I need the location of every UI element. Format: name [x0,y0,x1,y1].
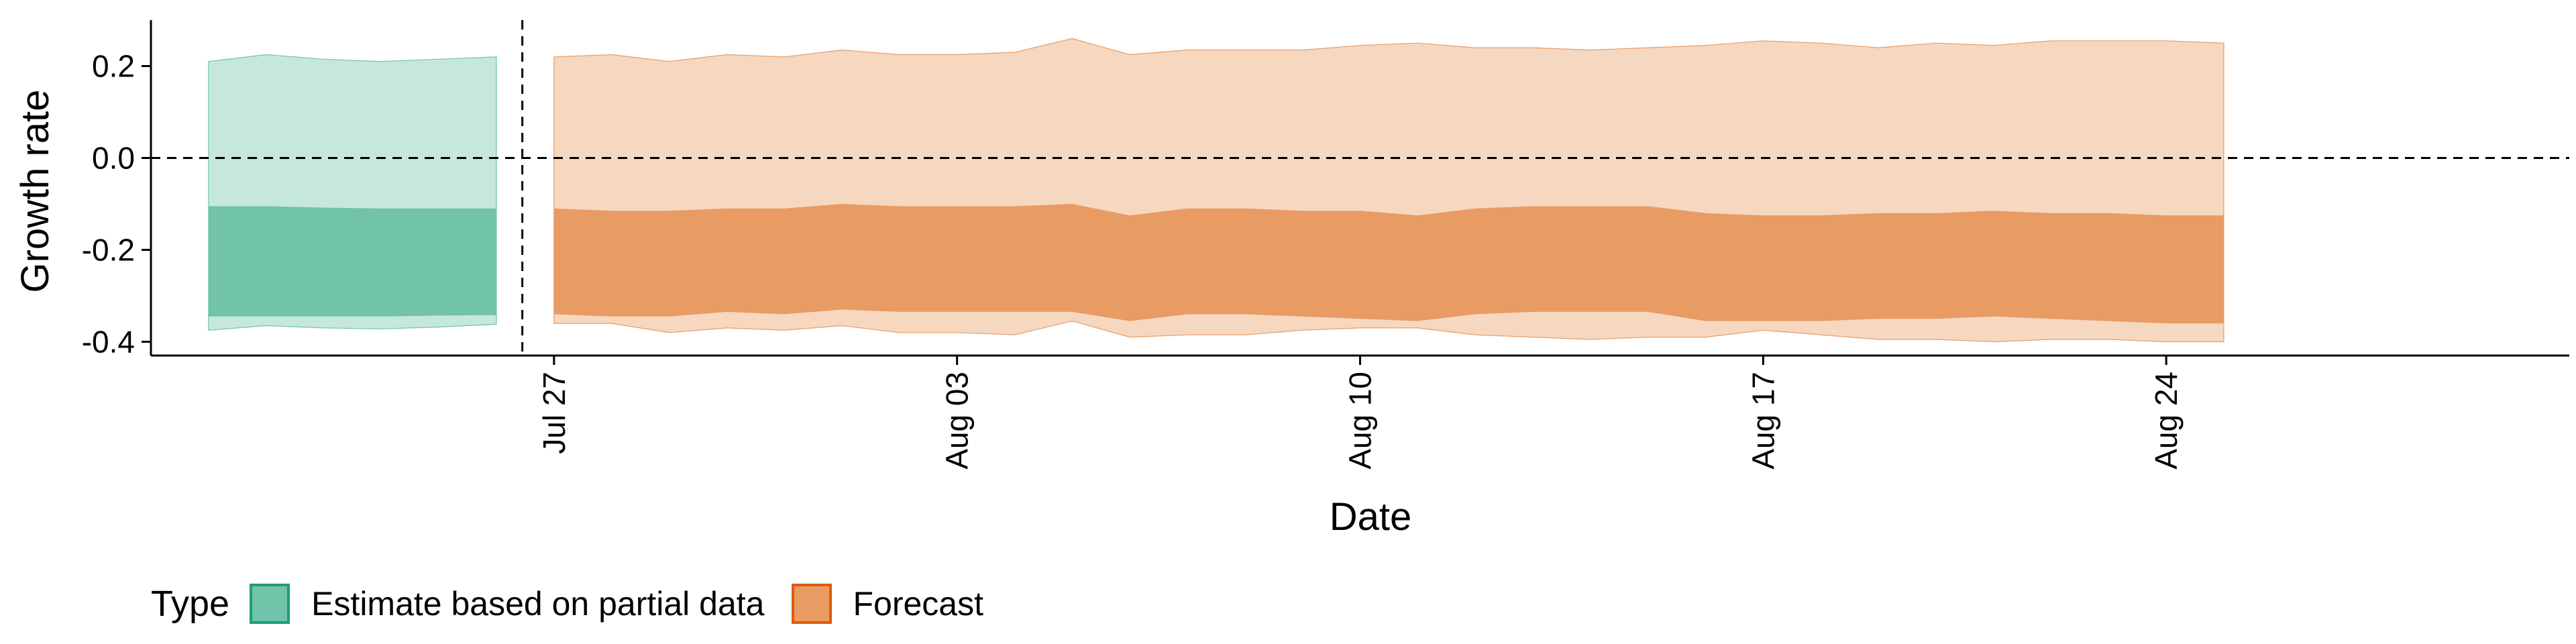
y-tick-label: 0.2 [92,48,135,83]
legend: Type Estimate based on partial data Fore… [151,578,1010,629]
growth-rate-chart: 0.2 0.0 -0.2 -0.4 Jul 27 Aug 03 Aug 10 Aug 17 Au… [13,20,2569,539]
x-tick-label: Aug 10 [1343,372,1378,470]
legend-item-estimate: Estimate based on partial data [250,584,765,624]
legend-title: Type [151,584,230,624]
y-tick-label: 0.0 [92,140,135,175]
estimate-band-50 [208,206,496,317]
reference-lines [151,20,2569,356]
forecast-band-50 [553,204,2224,324]
band-layer [208,38,2224,343]
x-tick-label: Jul 27 [537,372,572,454]
y-tick-label: -0.2 [82,232,135,267]
x-tick-label: Aug 24 [2149,372,2184,470]
y-tick-label: -0.4 [82,324,135,359]
x-tick-label: Aug 03 [940,372,975,470]
legend-label-forecast: Forecast [853,585,984,623]
legend-key-estimate [250,584,290,624]
x-tick-label: Aug 17 [1746,372,1780,470]
y-axis-title: Growth rate [13,90,57,293]
legend-key-forecast [791,584,832,624]
legend-item-forecast: Forecast [791,584,984,624]
legend-label-estimate: Estimate based on partial data [311,585,765,623]
x-axis-title: Date [1330,495,1412,539]
axes: 0.2 0.0 -0.2 -0.4 Jul 27 Aug 03 Aug 10 Aug 17 Au… [82,20,2569,470]
